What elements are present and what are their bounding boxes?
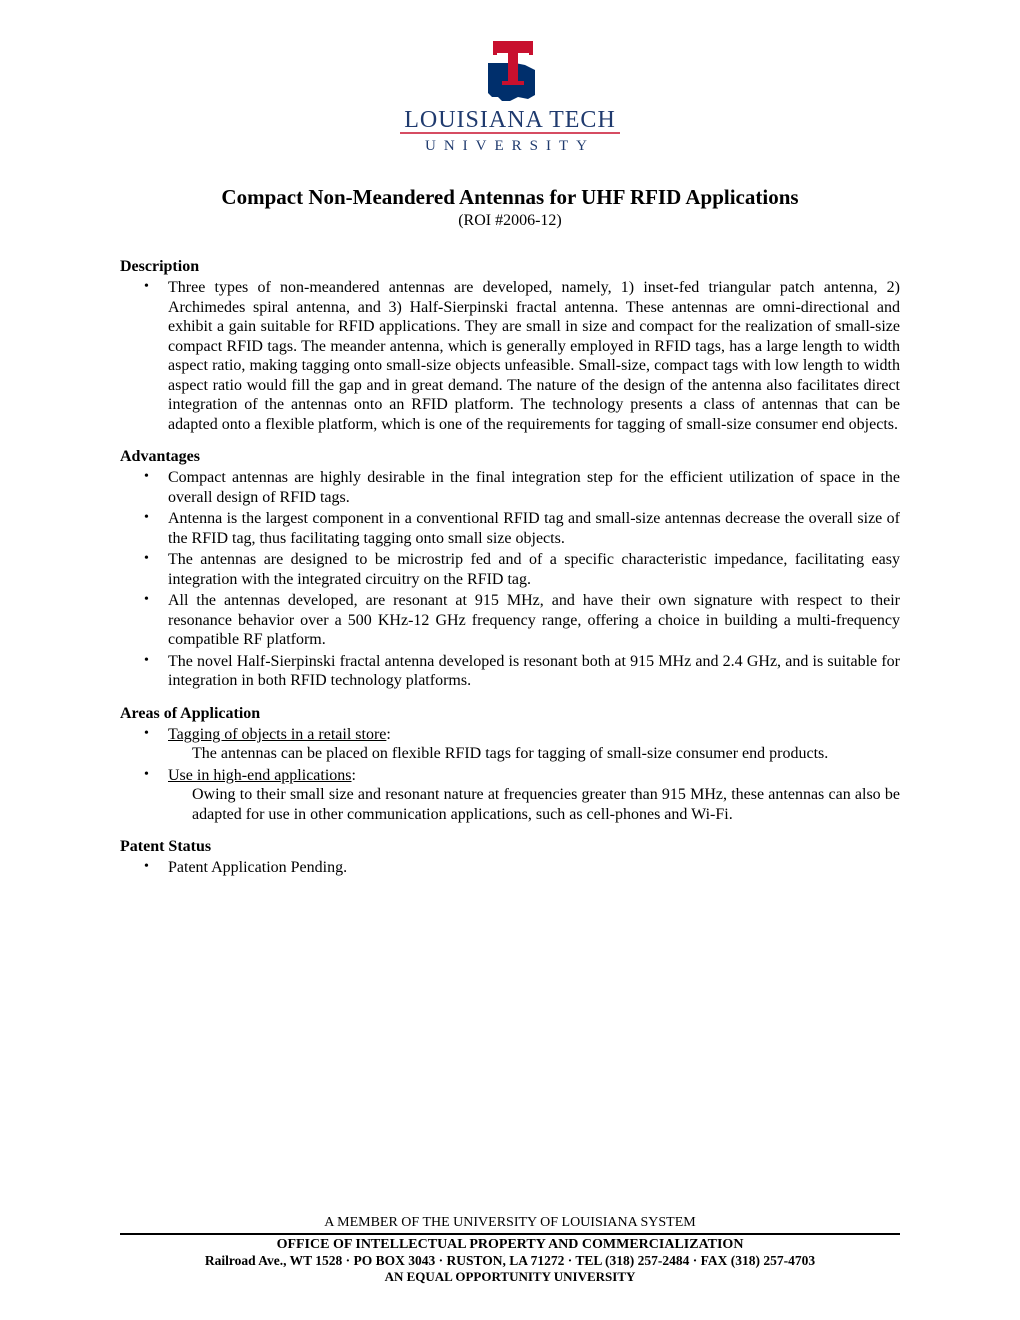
list-item: Patent Application Pending.: [168, 858, 900, 878]
list-item: Antenna is the largest component in a co…: [168, 509, 900, 548]
section-patent: Patent Status Patent Application Pending…: [120, 838, 900, 878]
list-item: All the antennas developed, are resonant…: [168, 591, 900, 650]
svg-text:LOUISIANA TECH: LOUISIANA TECH: [404, 107, 616, 133]
title-area: Compact Non-Meandered Antennas for UHF R…: [120, 185, 900, 230]
heading-applications: Areas of Application: [120, 705, 900, 723]
logo-area: LOUISIANA TECH UNIVERSITY: [120, 25, 900, 160]
heading-description: Description: [120, 258, 900, 276]
section-advantages: Advantages Compact antennas are highly d…: [120, 448, 900, 691]
list-item: The novel Half-Sierpinski fractal antenn…: [168, 652, 900, 691]
item-text: The antennas can be placed on flexible R…: [168, 744, 900, 764]
university-logo: LOUISIANA TECH UNIVERSITY: [380, 25, 640, 155]
document-title: Compact Non-Meandered Antennas for UHF R…: [120, 185, 900, 210]
item-label: Use in high-end applications: [168, 767, 352, 784]
section-applications: Areas of Application Tagging of objects …: [120, 705, 900, 825]
list-item: Use in high-end applications: Owing to t…: [168, 766, 900, 825]
footer-equal: AN EQUAL OPPORTUNITY UNIVERSITY: [120, 1269, 900, 1285]
document-subtitle: (ROI #2006-12): [120, 212, 900, 230]
footer: A MEMBER OF THE UNIVERSITY OF LOUISIANA …: [120, 1215, 900, 1285]
item-label: Tagging of objects in a retail store: [168, 726, 386, 743]
list-item: Tagging of objects in a retail store: Th…: [168, 725, 900, 764]
item-text: Owing to their small size and resonant n…: [168, 785, 900, 824]
svg-text:UNIVERSITY: UNIVERSITY: [425, 138, 595, 154]
list-item: Three types of non-meandered antennas ar…: [168, 278, 900, 434]
list-item: The antennas are designed to be microstr…: [168, 550, 900, 589]
heading-patent: Patent Status: [120, 838, 900, 856]
footer-office: OFFICE OF INTELLECTUAL PROPERTY AND COMM…: [120, 1237, 900, 1253]
section-description: Description Three types of non-meandered…: [120, 258, 900, 434]
list-item: Compact antennas are highly desirable in…: [168, 468, 900, 507]
footer-member: A MEMBER OF THE UNIVERSITY OF LOUISIANA …: [120, 1215, 900, 1231]
footer-address: Railroad Ave., WT 1528 · PO BOX 3043 · R…: [120, 1253, 900, 1269]
heading-advantages: Advantages: [120, 448, 900, 466]
footer-divider: [120, 1233, 900, 1235]
